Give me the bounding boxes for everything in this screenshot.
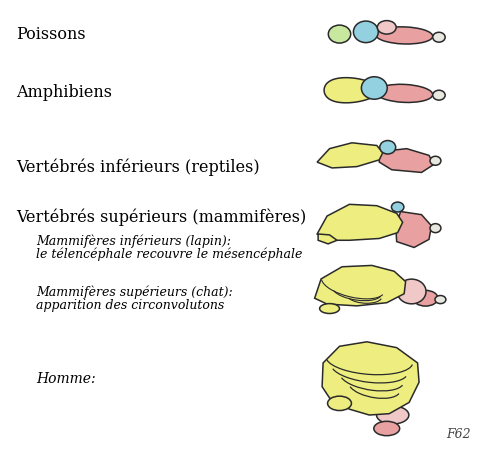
Polygon shape xyxy=(380,149,434,173)
Ellipse shape xyxy=(354,22,378,43)
Polygon shape xyxy=(314,266,406,306)
Ellipse shape xyxy=(328,396,351,410)
Ellipse shape xyxy=(430,224,441,233)
Text: Vertébrés supérieurs (mammifères): Vertébrés supérieurs (mammifères) xyxy=(16,207,306,225)
Ellipse shape xyxy=(376,28,432,45)
Text: Mammifères inférieurs (lapin):: Mammifères inférieurs (lapin): xyxy=(36,234,231,247)
Ellipse shape xyxy=(320,304,340,314)
Polygon shape xyxy=(317,205,402,241)
Polygon shape xyxy=(322,342,419,415)
Polygon shape xyxy=(318,235,337,244)
Ellipse shape xyxy=(435,296,446,304)
Text: Mammifères supérieurs (chat):: Mammifères supérieurs (chat): xyxy=(36,285,233,298)
Ellipse shape xyxy=(413,291,438,306)
Ellipse shape xyxy=(378,22,396,35)
Ellipse shape xyxy=(380,141,396,155)
Text: le télencéphale recouvre le mésencéphale: le télencéphale recouvre le mésencéphale xyxy=(36,247,302,261)
Ellipse shape xyxy=(397,280,426,304)
Ellipse shape xyxy=(430,157,441,166)
Ellipse shape xyxy=(374,421,400,436)
Text: apparition des circonvolutons: apparition des circonvolutons xyxy=(36,298,224,311)
Text: Homme:: Homme: xyxy=(36,371,96,385)
Ellipse shape xyxy=(392,202,404,212)
Text: Poissons: Poissons xyxy=(16,26,86,43)
Polygon shape xyxy=(324,78,379,104)
Polygon shape xyxy=(396,212,432,248)
Text: Vertébrés inférieurs (reptiles): Vertébrés inférieurs (reptiles) xyxy=(16,158,260,176)
Text: F62: F62 xyxy=(446,427,471,440)
Ellipse shape xyxy=(432,33,445,43)
Ellipse shape xyxy=(376,85,432,103)
Ellipse shape xyxy=(328,26,350,44)
Ellipse shape xyxy=(376,406,409,424)
Ellipse shape xyxy=(432,91,445,101)
Ellipse shape xyxy=(362,78,387,100)
Text: Amphibiens: Amphibiens xyxy=(16,84,112,101)
Polygon shape xyxy=(317,143,383,169)
